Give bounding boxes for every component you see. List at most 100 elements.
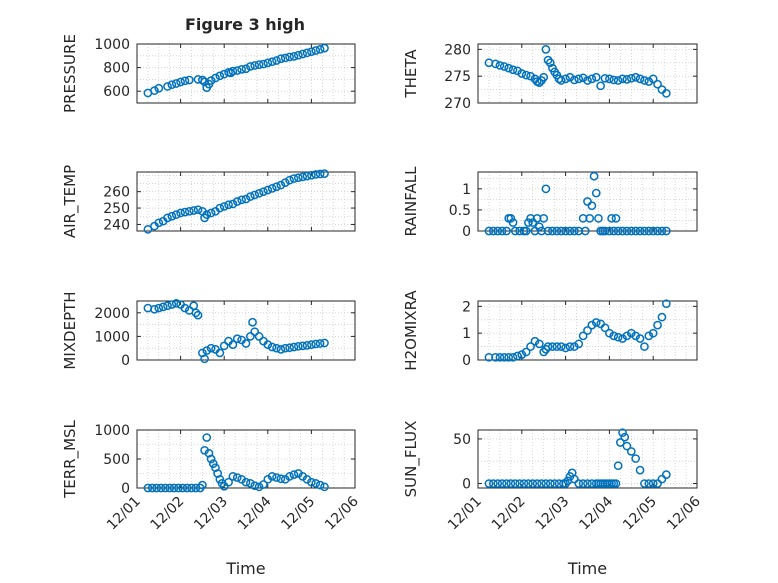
data-point bbox=[626, 73, 636, 83]
data-point bbox=[534, 339, 544, 349]
y-tick-label: 275 bbox=[444, 69, 471, 85]
data-point bbox=[307, 170, 316, 180]
data-point bbox=[154, 218, 164, 228]
data-point bbox=[605, 226, 614, 236]
data-point bbox=[526, 342, 535, 351]
data-point bbox=[526, 71, 535, 81]
axes-box bbox=[136, 171, 356, 232]
data-point bbox=[167, 300, 177, 309]
data-point bbox=[613, 226, 623, 236]
data-point bbox=[622, 441, 632, 451]
data-point bbox=[648, 74, 658, 84]
data-point bbox=[640, 479, 649, 488]
data-point bbox=[640, 76, 649, 85]
data-point bbox=[541, 45, 551, 54]
data-point bbox=[589, 171, 599, 181]
data-point bbox=[609, 75, 619, 85]
data-point bbox=[653, 226, 662, 236]
data-point bbox=[502, 226, 511, 236]
data-point bbox=[171, 299, 181, 308]
data-point bbox=[635, 334, 645, 343]
y-tick-label: 1000 bbox=[94, 423, 130, 439]
data-point bbox=[521, 226, 531, 236]
data-point bbox=[484, 479, 494, 488]
data-point bbox=[276, 180, 286, 190]
data-point bbox=[661, 88, 671, 98]
data-point bbox=[583, 326, 592, 335]
data-point bbox=[311, 339, 321, 349]
data-point bbox=[506, 214, 516, 223]
data-point bbox=[648, 479, 658, 488]
y-tick-label: 270 bbox=[444, 96, 471, 112]
y-tick-label: 0 bbox=[462, 353, 471, 369]
data-point bbox=[644, 331, 654, 341]
data-point bbox=[545, 58, 555, 68]
data-point bbox=[661, 470, 671, 479]
data-point bbox=[272, 56, 281, 65]
data-point bbox=[491, 352, 500, 362]
data-point bbox=[189, 206, 199, 215]
data-point bbox=[534, 222, 544, 232]
data-point bbox=[315, 480, 325, 490]
data-point bbox=[537, 479, 546, 488]
data-point bbox=[272, 473, 281, 482]
data-point bbox=[594, 214, 603, 223]
data-point bbox=[513, 66, 522, 76]
data-point bbox=[246, 192, 255, 201]
data-point bbox=[228, 199, 238, 209]
data-point bbox=[543, 226, 553, 236]
data-point bbox=[618, 428, 627, 438]
data-point bbox=[493, 479, 503, 488]
data-point bbox=[521, 347, 531, 357]
data-point bbox=[259, 187, 268, 197]
data-point bbox=[585, 214, 595, 223]
data-point bbox=[219, 341, 229, 351]
data-point bbox=[550, 479, 560, 488]
data-point bbox=[302, 341, 312, 350]
data-point bbox=[311, 170, 321, 179]
data-point bbox=[150, 86, 159, 95]
subplot-theta: 270 275 280 THETA bbox=[402, 42, 698, 112]
data-point bbox=[635, 74, 645, 84]
data-point bbox=[548, 342, 557, 351]
data-point bbox=[147, 483, 157, 493]
data-point bbox=[250, 61, 260, 70]
data-point bbox=[176, 208, 185, 218]
data-point bbox=[648, 226, 658, 236]
data-point bbox=[311, 46, 321, 55]
y-axis-label: H2OMIXRA bbox=[402, 290, 420, 371]
data-point bbox=[202, 433, 212, 442]
data-point bbox=[657, 474, 667, 484]
data-point bbox=[307, 47, 316, 57]
data-point bbox=[202, 346, 212, 355]
data-point bbox=[285, 343, 294, 353]
data-point bbox=[631, 331, 641, 341]
data-point bbox=[543, 342, 553, 351]
data-point bbox=[541, 184, 551, 194]
data-point bbox=[631, 454, 641, 463]
axes-box bbox=[477, 429, 698, 489]
data-point bbox=[524, 479, 533, 488]
data-point bbox=[320, 169, 329, 178]
x-axis-label: Time bbox=[567, 559, 607, 578]
data-point bbox=[613, 76, 623, 85]
data-point bbox=[574, 479, 584, 488]
y-tick-label: 2000 bbox=[94, 306, 130, 322]
data-point bbox=[267, 57, 277, 67]
data-point bbox=[580, 226, 590, 236]
data-point bbox=[267, 472, 277, 481]
data-point bbox=[497, 479, 507, 488]
data-point bbox=[250, 327, 260, 337]
data-point bbox=[528, 479, 538, 488]
y-tick-label: 0 bbox=[121, 353, 130, 369]
data-point bbox=[298, 341, 308, 351]
y-tick-label: 240 bbox=[103, 217, 130, 233]
data-point bbox=[184, 75, 194, 85]
data-point bbox=[521, 70, 531, 80]
data-point bbox=[644, 226, 654, 236]
data-point bbox=[320, 338, 329, 348]
y-tick-label: 50 bbox=[453, 432, 471, 448]
axes-box bbox=[477, 43, 698, 104]
data-point bbox=[640, 342, 649, 351]
